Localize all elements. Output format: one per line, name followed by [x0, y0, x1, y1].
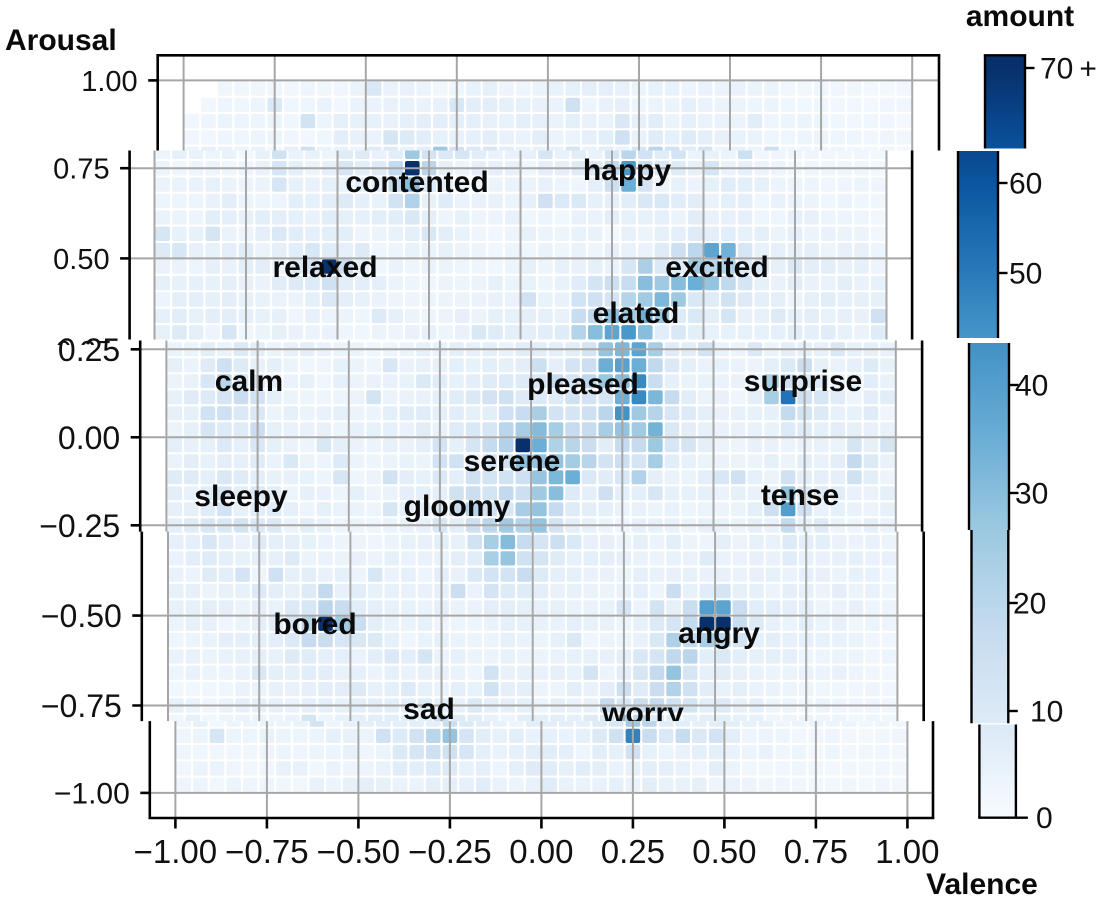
svg-text:−0.50: −0.50	[317, 833, 401, 870]
svg-text:10: 10	[1030, 696, 1063, 729]
svg-text:50: 50	[1009, 258, 1042, 291]
svg-text:serene: serene	[464, 445, 561, 478]
svg-text:0.75: 0.75	[53, 154, 109, 186]
svg-text:−0.25: −0.25	[39, 508, 120, 544]
svg-text:Valence: Valence	[926, 868, 1038, 901]
svg-text:angry: angry	[678, 617, 760, 650]
svg-text:gloomy: gloomy	[404, 490, 511, 523]
svg-text:calm: calm	[215, 365, 283, 398]
svg-text:0: 0	[1036, 802, 1053, 835]
svg-text:contented: contented	[345, 166, 488, 199]
svg-text:elated: elated	[593, 297, 680, 330]
svg-text:60: 60	[1009, 168, 1042, 201]
svg-text:0.00: 0.00	[509, 833, 573, 870]
svg-text:−0.75: −0.75	[225, 833, 309, 870]
svg-text:0.50: 0.50	[692, 833, 756, 870]
svg-text:0.00: 0.00	[58, 420, 120, 456]
svg-text:1.00: 1.00	[875, 833, 939, 870]
svg-text:pleased: pleased	[527, 368, 639, 401]
svg-text:bored: bored	[273, 608, 356, 641]
svg-text:−1.00: −1.00	[134, 833, 218, 870]
svg-text:Arousal: Arousal	[5, 24, 117, 57]
svg-text:−0.50: −0.50	[41, 598, 122, 634]
svg-text:1.00: 1.00	[81, 66, 137, 98]
svg-text:relaxed: relaxed	[272, 251, 377, 284]
svg-text:20: 20	[1013, 588, 1046, 621]
svg-text:0.25: 0.25	[601, 833, 665, 870]
svg-text:70 +: 70 +	[1040, 53, 1097, 86]
svg-text:40: 40	[1015, 370, 1048, 403]
svg-text:excited: excited	[665, 251, 768, 284]
svg-text:−1.00: −1.00	[54, 778, 130, 811]
svg-text:amount: amount	[966, 0, 1074, 33]
svg-text:0.25: 0.25	[58, 332, 120, 368]
svg-text:−0.25: −0.25	[408, 833, 492, 870]
svg-text:0.25: 0.25	[56, 336, 112, 368]
svg-text:happy: happy	[583, 154, 672, 187]
svg-text:worry: worry	[601, 697, 684, 730]
svg-text:surprise: surprise	[744, 365, 862, 398]
svg-text:sad: sad	[403, 693, 455, 726]
svg-text:tense: tense	[761, 479, 839, 512]
svg-text:0.75: 0.75	[784, 833, 848, 870]
svg-text:−0.75: −0.75	[41, 688, 122, 724]
svg-text:0.50: 0.50	[53, 244, 109, 276]
svg-text:30: 30	[1015, 478, 1048, 511]
svg-text:sleepy: sleepy	[194, 480, 288, 513]
